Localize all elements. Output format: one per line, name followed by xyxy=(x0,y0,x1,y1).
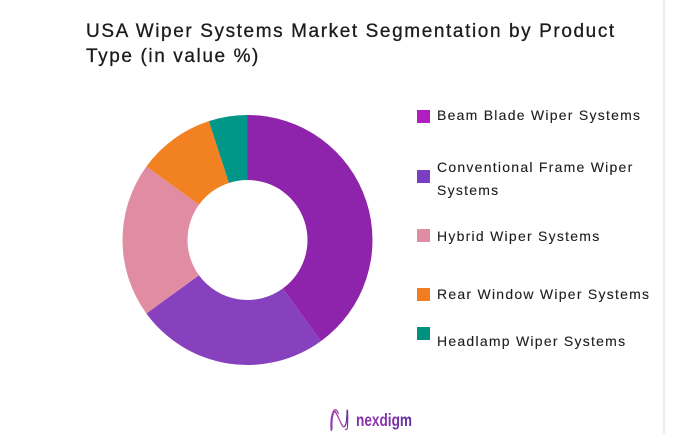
svg-text:nexdigm: nexdigm xyxy=(356,410,412,430)
